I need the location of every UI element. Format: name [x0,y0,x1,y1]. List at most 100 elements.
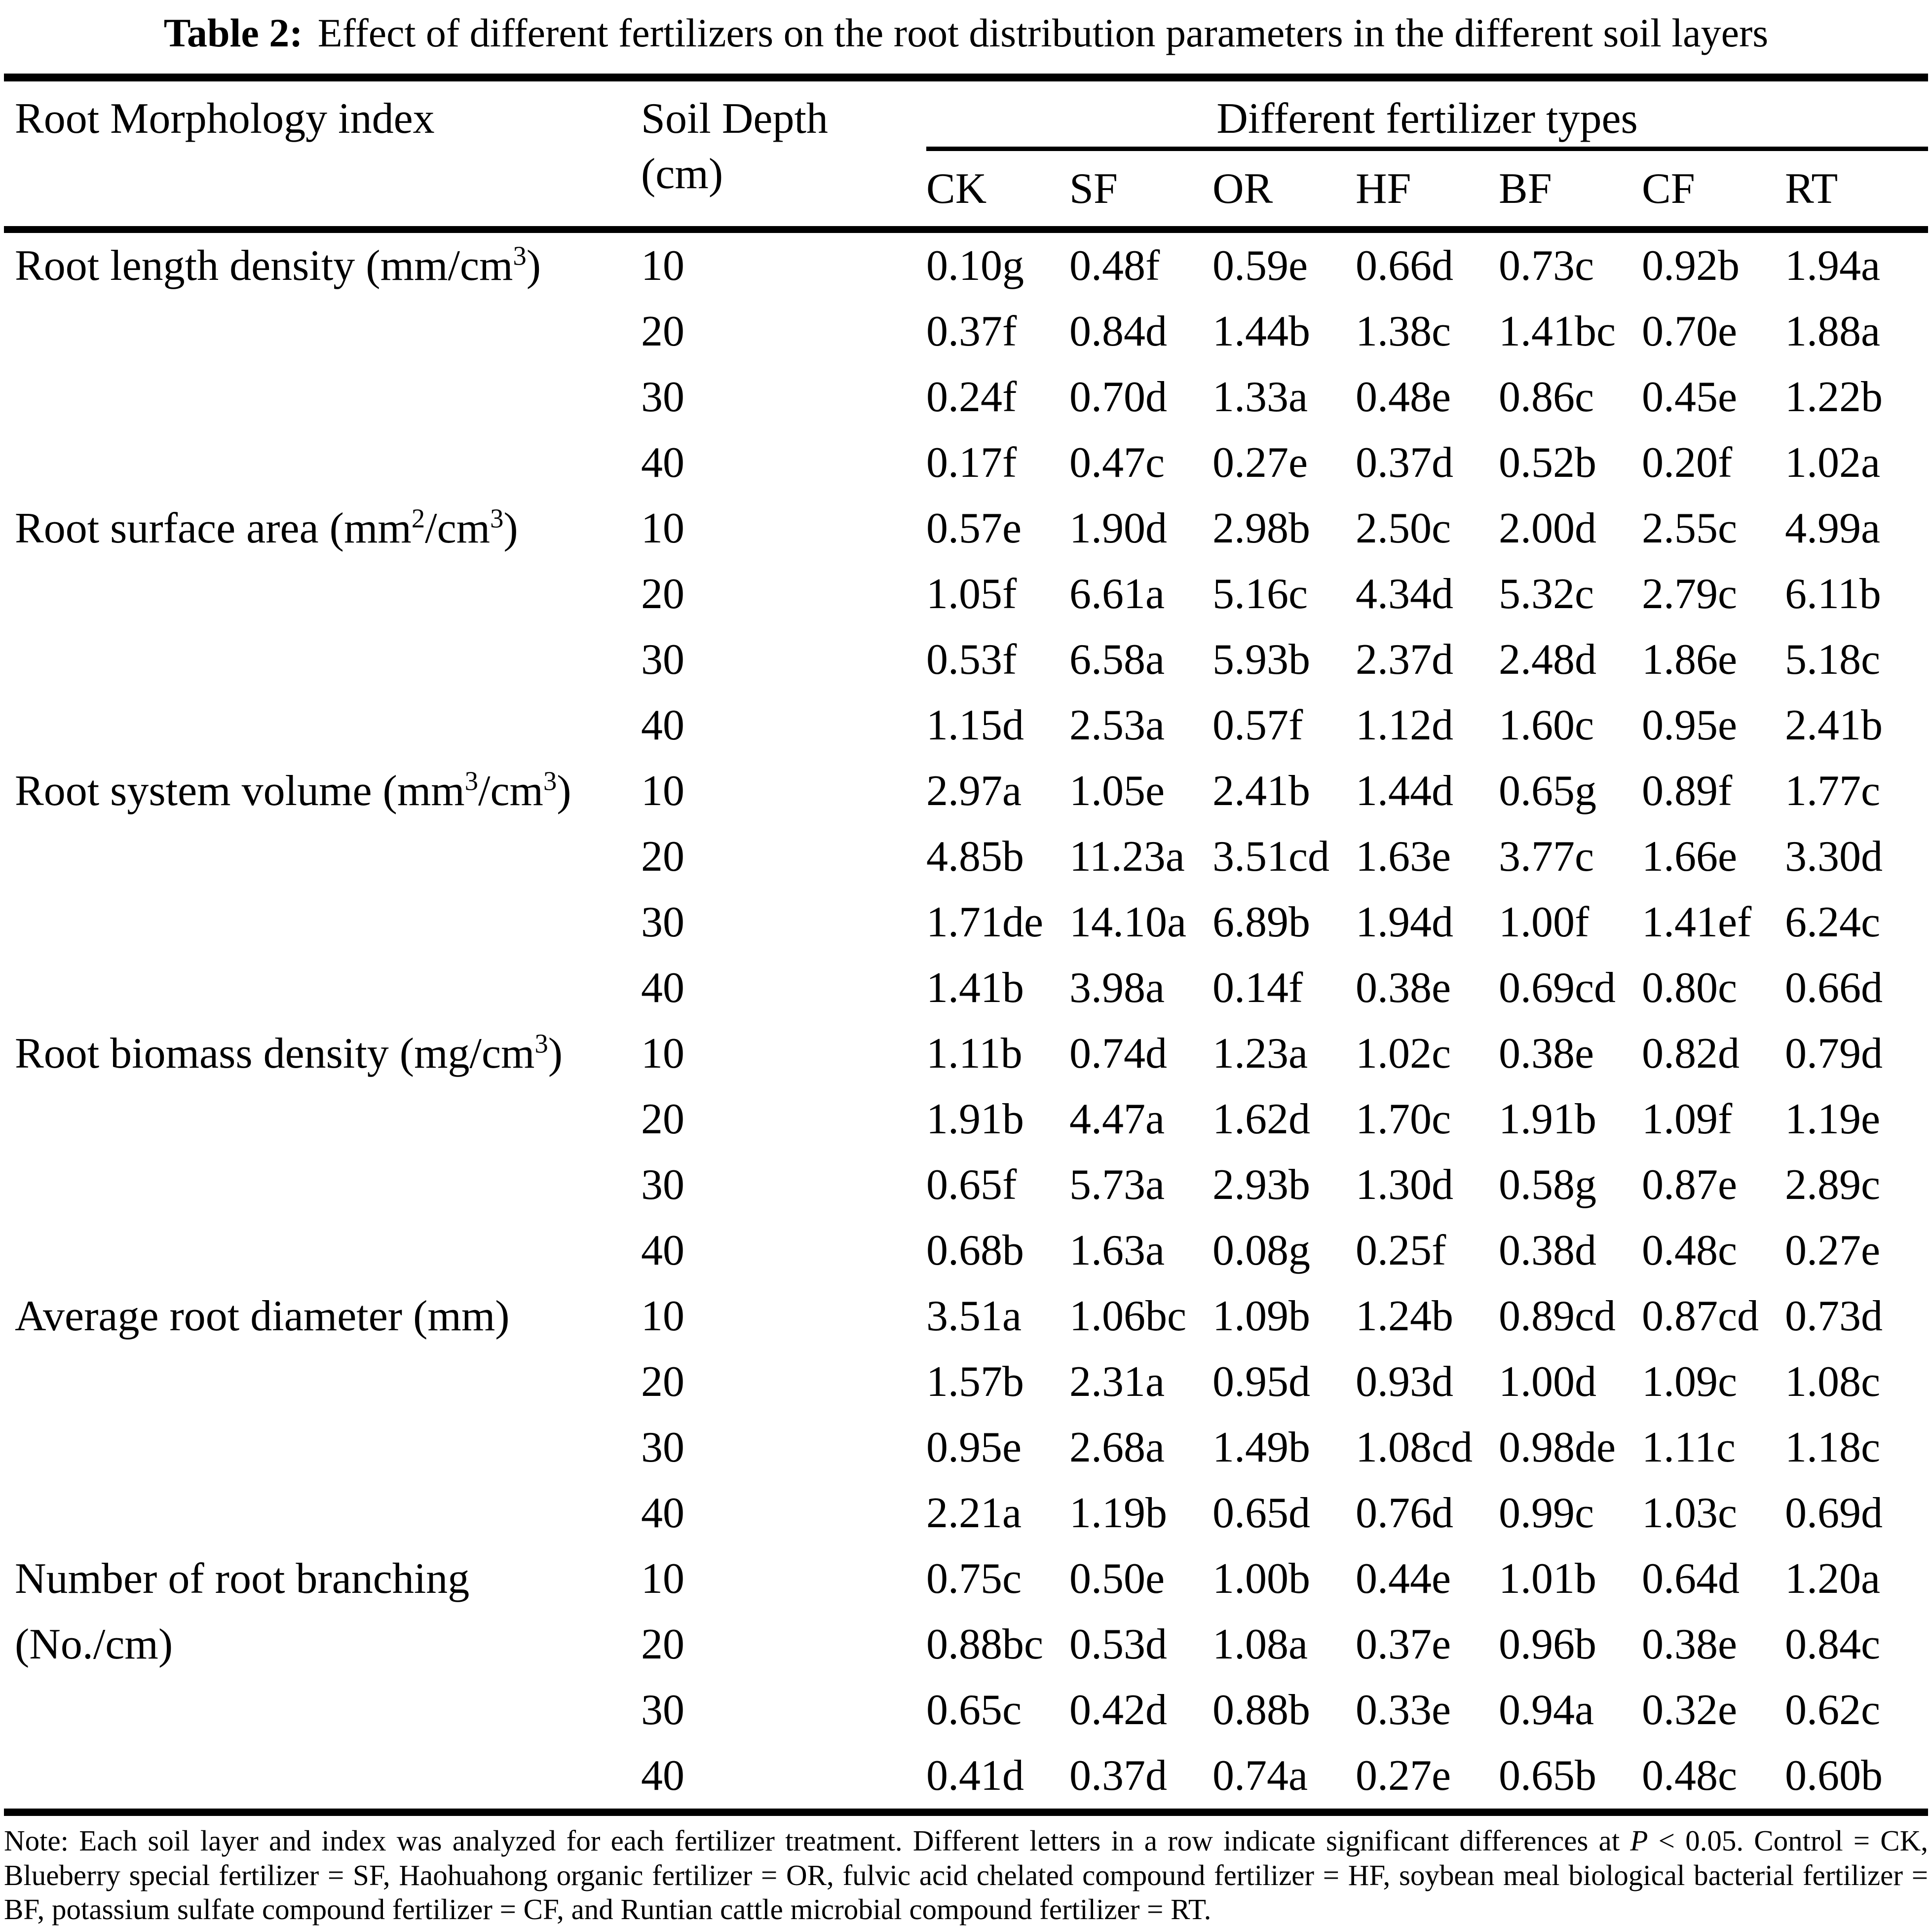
value-or-cell: 0.74a [1212,1752,1308,1800]
value-sf-cell: 6.61a [1069,570,1165,618]
table-row: 20 1.57b 2.31a 0.95d 0.93d 1.00d 1.09c 1.08c [4,1349,1928,1415]
row-group-label: Root system volume (mm3/cm3) [15,766,571,815]
page: Table 2: Effect of different fertilizers … [0,8,1932,1927]
value-hf-cell: 0.25f [1356,1227,1446,1275]
table-row: 40 2.21a 1.19b 0.65d 0.76d 0.99c 1.03c 0.69d [4,1480,1928,1546]
value-hf-cell: 0.48e [1356,373,1451,422]
value-cf-cell: 1.86e [1642,636,1738,684]
soil-depth-cell: 10 [641,1030,684,1078]
value-bf-cell: 0.38e [1499,1030,1594,1078]
value-rt-cell: 1.22b [1785,373,1883,422]
table-row: 30 0.65c 0.42d 0.88b 0.33e 0.94a 0.32e 0.62c [4,1677,1928,1743]
table-row: 30 1.71de 14.10a 6.89b 1.94d 1.00f 1.41ef 6.24c [4,889,1928,955]
value-ck-cell: 2.97a [926,767,1022,815]
value-cf-cell: 2.79c [1642,570,1738,618]
value-sf-cell: 1.63a [1069,1227,1165,1275]
soil-depth-line2: (cm) [641,150,723,198]
value-rt-cell: 1.20a [1785,1555,1881,1603]
soil-depth-cell: 40 [641,1489,684,1538]
value-sf-cell: 2.68a [1069,1424,1165,1472]
value-bf-cell: 0.96b [1499,1620,1596,1669]
value-or-cell: 6.89b [1212,898,1310,947]
value-bf-cell: 1.00d [1499,1358,1596,1406]
table-row: 20 1.91b 4.47a 1.62d 1.70c 1.91b 1.09f 1.19e [4,1086,1928,1152]
value-rt-cell: 0.69d [1785,1489,1883,1538]
table-row: 40 0.17f 0.47c 0.27e 0.37d 0.52b 0.20f 1.02a [4,430,1928,496]
value-cf-cell: 0.64d [1642,1555,1740,1603]
value-hf-cell: 0.33e [1356,1686,1451,1734]
value-or-cell: 2.93b [1212,1161,1310,1209]
value-ck-cell: 0.75c [926,1555,1022,1603]
value-cf-cell: 0.45e [1642,373,1738,422]
value-cf-cell: 0.95e [1642,701,1738,750]
header-row-1: Root Morphology index Soil Depth (cm) Di… [4,77,1929,198]
value-hf-cell: 1.38c [1356,308,1451,356]
table-header: Root Morphology index Soil Depth (cm) Di… [4,77,1929,230]
value-bf-cell: 0.94a [1499,1686,1594,1734]
value-ck-cell: 0.88bc [926,1620,1044,1669]
soil-depth-cell: 40 [641,439,684,487]
fertilizer-col-header-sf: SF [1069,164,1118,213]
table-row: 30 0.53f 6.58a 5.93b 2.37d 2.48d 1.86e 5.18c [4,627,1928,693]
table-row: Root length density (mm/cm3) 10 0.10g 0.48f… [4,230,1928,299]
value-rt-cell: 0.27e [1785,1227,1881,1275]
row-group-label: Average root diameter (mm) [15,1292,510,1341]
soil-depth-line1: Soil Depth [641,94,828,143]
table-caption-label: Table 2: [163,10,303,55]
soil-depth-cell: 10 [641,504,684,553]
value-ck-cell: 3.51a [926,1292,1022,1341]
value-sf-cell: 3.98a [1069,964,1165,1012]
value-cf-cell: 0.48c [1642,1752,1738,1800]
value-rt-cell: 5.18c [1785,636,1881,684]
value-cf-cell: 0.80c [1642,964,1738,1012]
value-bf-cell: 0.38d [1499,1227,1596,1275]
soil-depth-cell: 40 [641,964,684,1012]
value-bf-cell: 1.60c [1499,701,1594,750]
value-cf-cell: 0.87cd [1642,1292,1759,1341]
value-bf-cell: 0.65b [1499,1752,1596,1800]
soil-depth-cell: 30 [641,373,684,422]
value-sf-cell: 1.06bc [1069,1292,1187,1341]
value-rt-cell: 1.18c [1785,1424,1881,1472]
value-sf-cell: 0.47c [1069,439,1165,487]
table-row: 20 4.85b 11.23a 3.51cd 1.63e 3.77c 1.66e 3.30d [4,824,1928,889]
value-hf-cell: 1.02c [1356,1030,1451,1078]
value-rt-cell: 6.24c [1785,898,1881,947]
value-hf-cell: 2.37d [1356,636,1453,684]
value-cf-cell: 1.11c [1642,1424,1736,1472]
value-ck-cell: 0.95e [926,1424,1022,1472]
fertilizer-col-header-bf: BF [1499,164,1552,213]
value-ck-cell: 0.10g [926,242,1024,290]
value-or-cell: 5.16c [1212,570,1308,618]
value-sf-cell: 0.70d [1069,373,1167,422]
value-bf-cell: 1.00f [1499,898,1590,947]
soil-depth-cell: 30 [641,1424,684,1472]
value-or-cell: 1.23a [1212,1030,1308,1078]
value-sf-cell: 14.10a [1069,898,1187,947]
fertilizer-col-header-ck: CK [926,164,987,213]
table-row: 40 1.15d 2.53a 0.57f 1.12d 1.60c 0.95e 2.41b [4,693,1928,758]
value-sf-cell: 0.50e [1069,1555,1165,1603]
value-hf-cell: 1.08cd [1356,1424,1473,1472]
value-ck-cell: 1.71de [926,898,1044,947]
value-cf-cell: 0.87e [1642,1161,1738,1209]
column-header-fertilizer-types: Different fertilizer types [926,77,1929,152]
value-rt-cell: 0.79d [1785,1030,1883,1078]
value-sf-cell: 1.19b [1069,1489,1167,1538]
value-or-cell: 0.95d [1212,1358,1310,1406]
value-cf-cell: 0.82d [1642,1030,1740,1078]
value-hf-cell: 0.66d [1356,242,1453,290]
row-group-label: Root biomass density (mg/cm3) [15,1028,563,1078]
table-row: Root surface area (mm2/cm3) 10 0.57e 1.90d 2… [4,496,1928,561]
value-or-cell: 0.27e [1212,439,1308,487]
value-ck-cell: 1.91b [926,1095,1024,1144]
value-sf-cell: 0.74d [1069,1030,1167,1078]
table-row: Root biomass density (mg/cm3) 10 1.11b 0.74… [4,1021,1928,1086]
value-or-cell: 1.49b [1212,1424,1310,1472]
value-or-cell: 2.98b [1212,504,1310,553]
fertilizer-col-header-or: OR [1212,164,1273,213]
value-hf-cell: 1.94d [1356,898,1453,947]
value-hf-cell: 1.24b [1356,1292,1453,1341]
value-rt-cell: 2.89c [1785,1161,1881,1209]
value-sf-cell: 0.84d [1069,308,1167,356]
